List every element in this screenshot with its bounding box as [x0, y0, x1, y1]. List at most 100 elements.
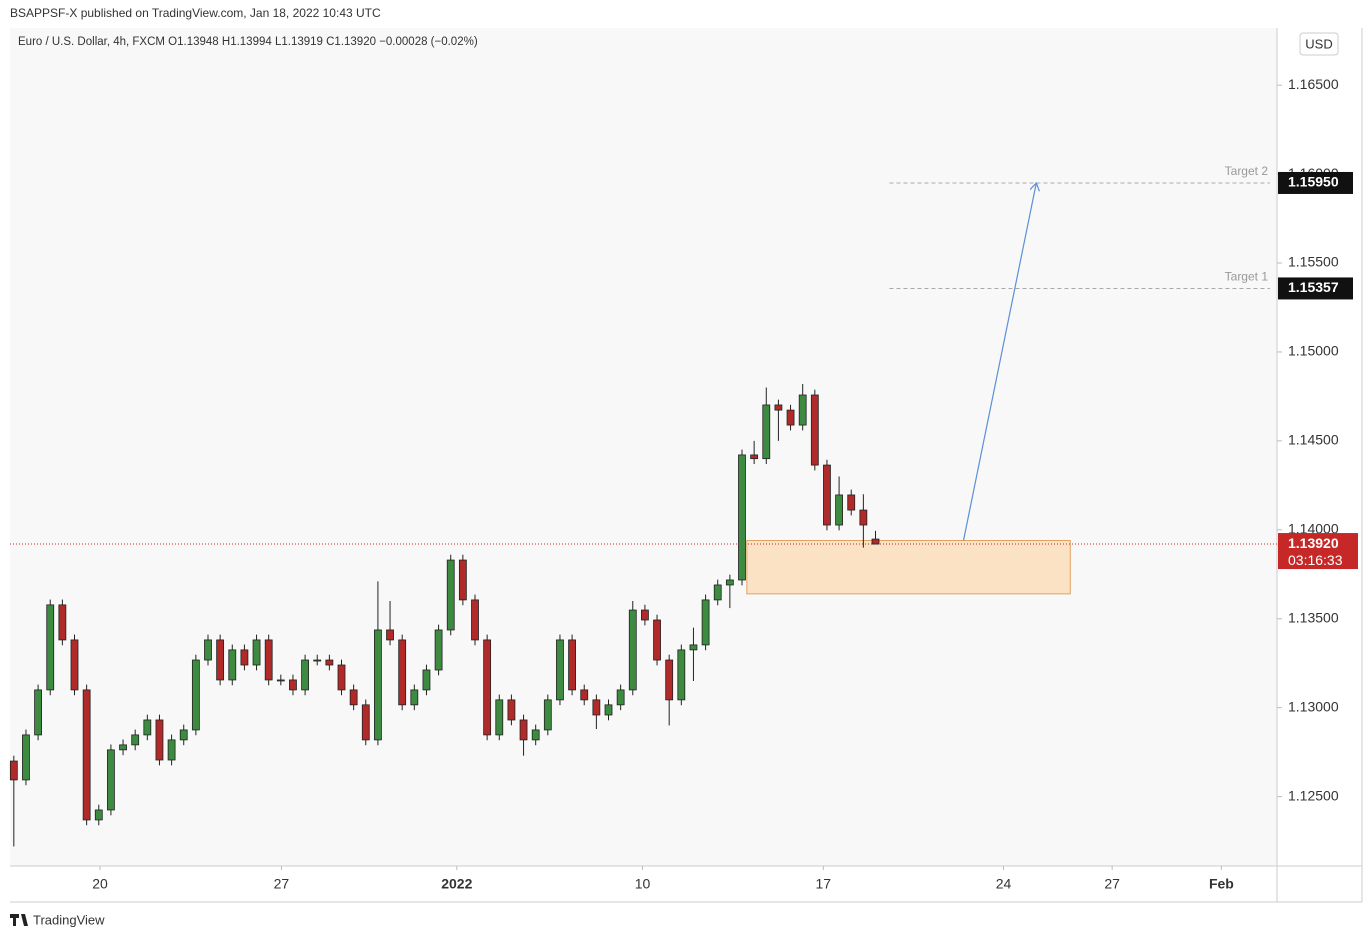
countdown: 03:16:33 [1288, 552, 1343, 568]
candle-body [9, 760, 18, 781]
candle-body [191, 659, 200, 731]
candle-body [725, 579, 734, 586]
candle-body [34, 689, 42, 736]
brand: TradingView [33, 912, 105, 927]
candle-body [361, 704, 370, 741]
candle-body [677, 649, 686, 701]
candle-body [543, 699, 552, 731]
currency-button[interactable] [1299, 32, 1339, 56]
candle-body [374, 629, 382, 741]
x-tick-label: 10 [635, 876, 651, 892]
plot-area [10, 28, 1277, 866]
candle-body [143, 719, 152, 736]
candle-body [568, 639, 576, 691]
candle-body [349, 689, 358, 706]
candle-body [167, 739, 176, 761]
candle-body [483, 639, 492, 736]
candle-body [70, 639, 79, 691]
target-name: Target 1 [1225, 270, 1269, 284]
y-tick-label: 1.13000 [1288, 698, 1339, 714]
candle-body [337, 664, 346, 691]
candle-body [871, 538, 880, 545]
candle-body [325, 659, 334, 666]
x-tick-label: 24 [996, 876, 1012, 892]
candle-body [580, 689, 589, 701]
candle-body [264, 639, 273, 681]
candle-body [689, 644, 698, 651]
candle-body [58, 604, 67, 641]
candle-body [155, 719, 164, 761]
candle-body [713, 584, 722, 601]
last-price-box [1278, 533, 1358, 570]
demand-zone [746, 539, 1071, 595]
target-name: Target 2 [1225, 164, 1269, 178]
candle-body [228, 649, 237, 681]
candle-body [434, 629, 443, 671]
candle-body [46, 604, 55, 691]
projection-arrow [962, 183, 1036, 541]
candle-body [216, 639, 225, 681]
candle-body [810, 394, 819, 466]
candle-body [665, 659, 674, 701]
candle-body [507, 699, 516, 721]
candle-body [762, 404, 771, 460]
target-price-box [1278, 171, 1353, 194]
candle-body [604, 704, 613, 716]
legend-text: Euro / U.S. Dollar, 4h, FXCM O1.13948 H1… [18, 36, 478, 48]
x-tick-label: 17 [816, 876, 832, 892]
candle-body [313, 659, 322, 662]
candle-body [289, 679, 297, 691]
currency[interactable]: USD [1305, 36, 1332, 51]
candle-body [471, 599, 479, 641]
candle-body [556, 639, 564, 701]
y-tick-label: 1.15500 [1288, 254, 1339, 270]
candle-body [701, 599, 710, 646]
candle-body [835, 494, 843, 526]
x-tick-label: 27 [1104, 876, 1120, 892]
candle-body [616, 689, 625, 706]
x-tick-label: 2022 [441, 876, 472, 892]
candle-body [119, 744, 127, 751]
brand-logo [10, 914, 28, 926]
candle-body [179, 729, 188, 741]
candle-body [641, 609, 649, 621]
candle-body [276, 679, 285, 682]
candle-body [410, 689, 419, 706]
candle-body [82, 689, 91, 821]
candle-body [653, 619, 661, 661]
candle-body [94, 809, 103, 821]
candle-body [240, 649, 249, 666]
x-tick-label: Feb [1209, 876, 1234, 892]
candle-body [738, 454, 746, 581]
candle-body [495, 699, 504, 736]
candle-body [386, 629, 394, 641]
candle-body [458, 559, 467, 601]
y-tick-label: 1.15000 [1288, 343, 1339, 359]
target-price-box [1278, 277, 1353, 300]
y-tick-label: 1.14500 [1288, 432, 1339, 448]
candle-body [204, 639, 212, 661]
candle-body [847, 494, 856, 511]
candle-body [131, 734, 140, 746]
candle-body [107, 749, 115, 811]
candle-body [823, 464, 831, 526]
last-price-label: 1.13920 [1288, 535, 1339, 551]
candle-body [750, 454, 759, 460]
y-tick-label: 1.12500 [1288, 787, 1339, 803]
candle-body [422, 669, 431, 691]
candle-body [798, 394, 807, 426]
x-tick-label: 27 [274, 876, 290, 892]
candle-body [592, 699, 601, 716]
candle-body [252, 639, 261, 666]
candle-body [398, 639, 407, 706]
y-tick-label: 1.16500 [1288, 76, 1339, 92]
candle-body [446, 559, 455, 631]
candle-body [786, 409, 795, 426]
y-tick-label: 1.13500 [1288, 609, 1339, 625]
candle-body [301, 659, 309, 691]
candle-body [531, 729, 540, 741]
candle-body [22, 734, 30, 781]
candle-body [519, 719, 528, 741]
target-price: 1.15357 [1288, 279, 1339, 295]
